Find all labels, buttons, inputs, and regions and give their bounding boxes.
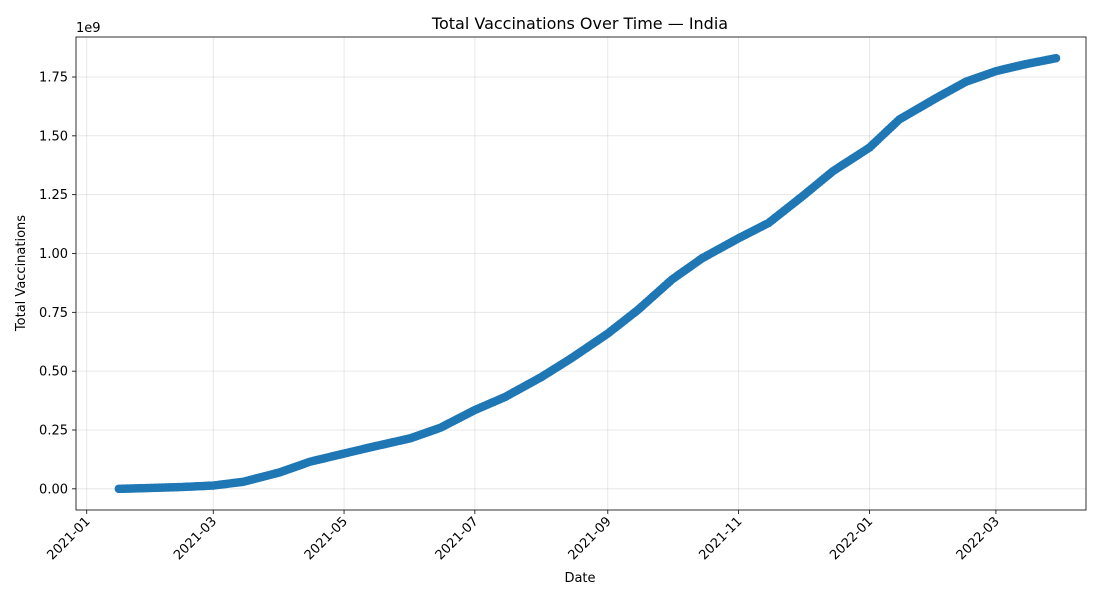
y-tick-label: 0.25	[39, 423, 68, 438]
x-axis: 2021-01 2021-03 2021-05 2021-07 2021-09 2021-…	[45, 510, 1003, 563]
x-axis-label: Date	[564, 571, 595, 586]
y-tick-label: 0.00	[39, 482, 68, 497]
y-tick-label: 0.50	[39, 365, 68, 380]
x-tick-label: 2021-11	[696, 514, 745, 563]
y-axis: 0.00 0.25 0.50 0.75 1.00 1.25 1.50 1.75	[39, 71, 76, 497]
x-tick-label: 2021-03	[171, 514, 220, 563]
y-tick-label: 1.75	[39, 71, 68, 86]
x-tick-label: 2021-07	[433, 514, 482, 563]
x-tick-label: 2022-03	[954, 514, 1003, 563]
y-tick-label: 1.00	[39, 247, 68, 262]
x-tick-label: 2021-01	[45, 514, 94, 563]
plot-frame	[75, 36, 1087, 511]
y-tick-label: 1.25	[39, 188, 68, 203]
x-tick-label: 2021-05	[302, 514, 351, 563]
y-offset-label: 1e9	[76, 21, 101, 36]
data-series	[114, 53, 1061, 494]
x-tick-label: 2021-09	[566, 514, 615, 563]
grid	[76, 37, 1086, 510]
chart-title: Total Vaccinations Over Time — India	[431, 14, 728, 33]
y-axis-label: Total Vaccinations	[14, 215, 29, 332]
y-tick-label: 1.50	[39, 129, 68, 144]
data-point	[1051, 53, 1061, 63]
y-tick-label: 0.75	[39, 306, 68, 321]
x-tick-label: 2022-01	[827, 514, 876, 563]
